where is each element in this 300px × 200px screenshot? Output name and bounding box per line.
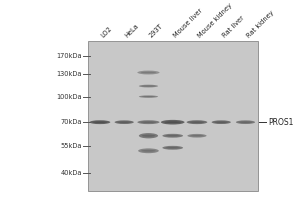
Text: 170kDa: 170kDa bbox=[56, 53, 82, 59]
Bar bbox=[88, 41, 258, 191]
Text: Mouse kidney: Mouse kidney bbox=[197, 2, 234, 39]
Ellipse shape bbox=[139, 85, 158, 87]
Ellipse shape bbox=[188, 134, 207, 138]
Ellipse shape bbox=[239, 121, 252, 123]
Ellipse shape bbox=[142, 135, 155, 137]
Text: 100kDa: 100kDa bbox=[56, 94, 82, 100]
Ellipse shape bbox=[187, 120, 207, 124]
Ellipse shape bbox=[164, 121, 181, 123]
Ellipse shape bbox=[137, 120, 160, 124]
Ellipse shape bbox=[93, 121, 107, 123]
Ellipse shape bbox=[214, 121, 228, 123]
Ellipse shape bbox=[139, 133, 158, 138]
Ellipse shape bbox=[190, 135, 204, 136]
Text: Rat kidney: Rat kidney bbox=[245, 10, 275, 39]
Ellipse shape bbox=[236, 120, 255, 124]
Ellipse shape bbox=[139, 95, 158, 98]
Text: Rat liver: Rat liver bbox=[221, 15, 245, 39]
Ellipse shape bbox=[115, 120, 134, 124]
Text: LO2: LO2 bbox=[100, 26, 113, 39]
Text: PROS1: PROS1 bbox=[268, 118, 293, 127]
Ellipse shape bbox=[142, 86, 155, 87]
Text: HeLa: HeLa bbox=[124, 23, 140, 39]
Ellipse shape bbox=[190, 121, 204, 123]
Ellipse shape bbox=[90, 120, 110, 124]
Ellipse shape bbox=[166, 147, 180, 149]
Ellipse shape bbox=[118, 121, 131, 123]
Ellipse shape bbox=[162, 134, 183, 138]
Ellipse shape bbox=[162, 146, 183, 150]
Text: 55kDa: 55kDa bbox=[60, 143, 82, 149]
Ellipse shape bbox=[141, 150, 156, 152]
Ellipse shape bbox=[137, 71, 160, 74]
Text: 70kDa: 70kDa bbox=[60, 119, 82, 125]
Text: 293T: 293T bbox=[148, 23, 164, 39]
Ellipse shape bbox=[141, 121, 156, 123]
Text: 130kDa: 130kDa bbox=[56, 71, 82, 77]
Ellipse shape bbox=[138, 148, 159, 153]
Ellipse shape bbox=[141, 72, 156, 73]
Ellipse shape bbox=[142, 96, 155, 97]
Text: Mouse liver: Mouse liver bbox=[173, 8, 204, 39]
Text: 40kDa: 40kDa bbox=[60, 170, 82, 176]
Ellipse shape bbox=[166, 135, 180, 137]
Ellipse shape bbox=[212, 120, 231, 124]
Ellipse shape bbox=[161, 120, 184, 125]
